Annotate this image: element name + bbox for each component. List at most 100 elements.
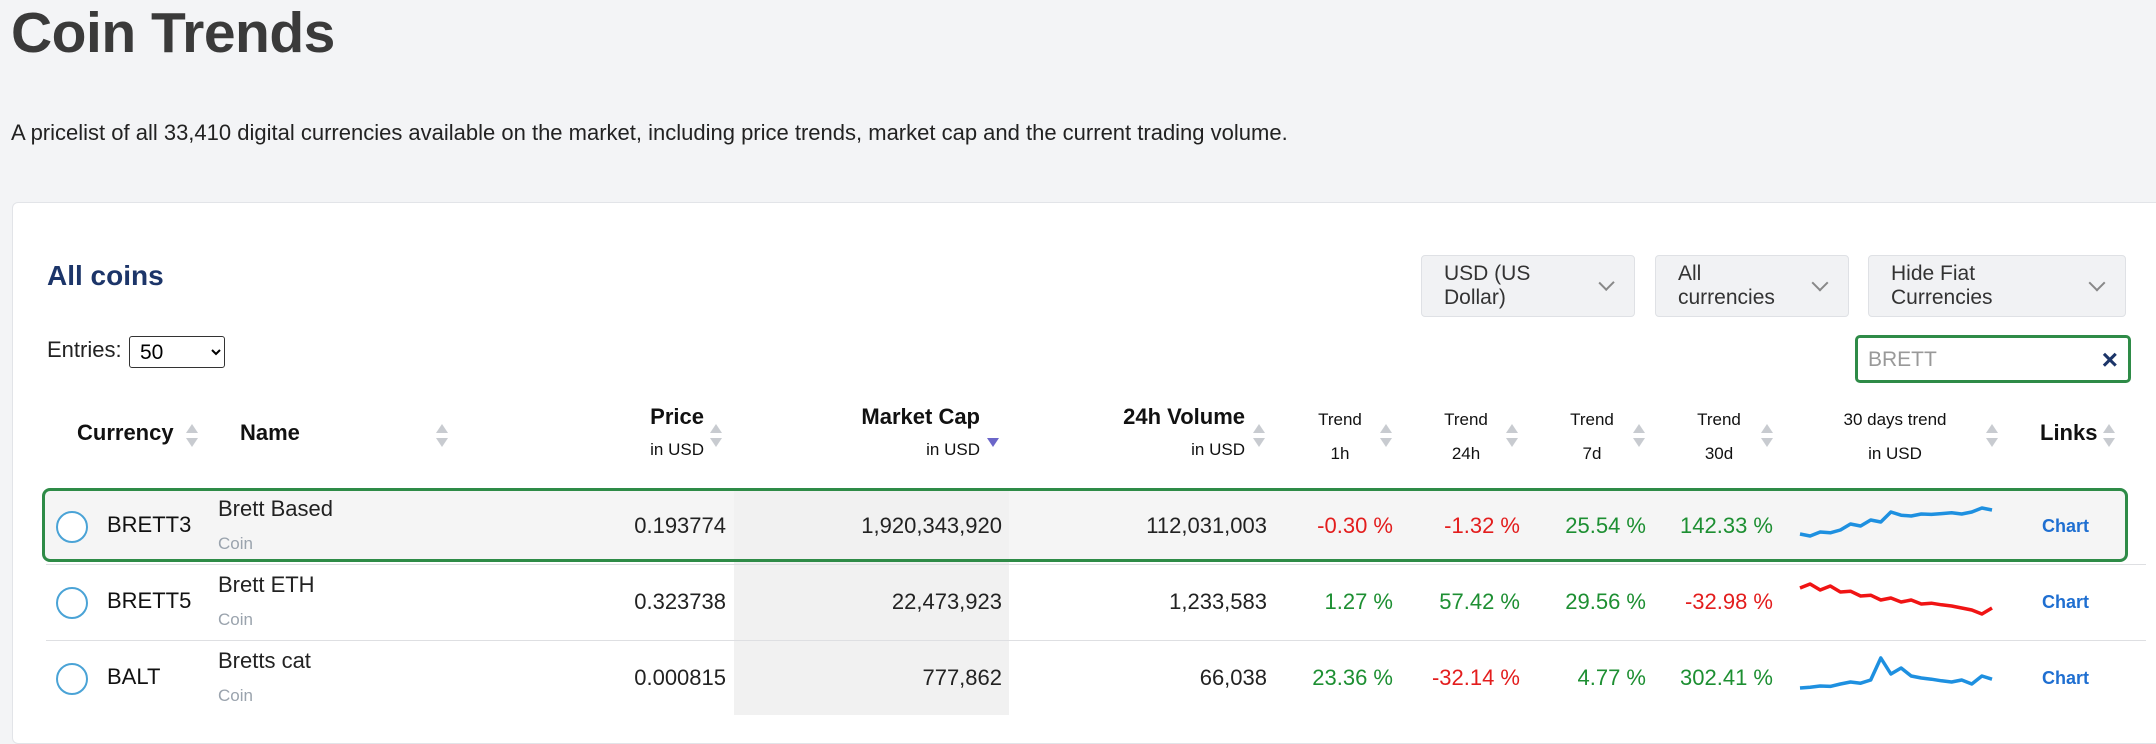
price-value: 0.193774 (634, 513, 726, 538)
chart-link[interactable]: Chart (2042, 516, 2090, 536)
col-price-sub: in USD (650, 440, 704, 459)
page-title: Coin Trends (11, 1, 335, 65)
col-market-cap-sub: in USD (926, 440, 980, 459)
sort-icon[interactable] (2103, 438, 2115, 447)
sort-icon[interactable] (1253, 438, 1265, 447)
col-trend-label: Trend (1444, 410, 1488, 429)
sparkline-line (1799, 582, 1993, 616)
col-trend-24h[interactable]: Trend 24h (1426, 410, 1506, 464)
search-input[interactable] (1866, 344, 2080, 376)
coin-name[interactable]: Brett Based (218, 496, 333, 521)
trend-1h-value: 23.36 % (1312, 665, 1393, 690)
sort-icon[interactable] (186, 438, 198, 447)
col-volume-sub: in USD (1191, 440, 1245, 459)
sparkline-chart (1799, 506, 1993, 538)
col-trend-30d[interactable]: Trend 30d (1679, 410, 1759, 464)
market-cap-value: 1,920,343,920 (861, 513, 1002, 538)
table-row[interactable]: BRETT3 Brett Based Coin 0.193774 1,920,343,9… (0, 488, 2156, 564)
col-trend-1h[interactable]: Trend 1h (1300, 410, 1380, 464)
col-market-cap-label: Market Cap (861, 404, 980, 429)
col-volume[interactable]: 24h Volume in USD (1080, 404, 1245, 460)
sort-icon[interactable] (186, 424, 198, 433)
chart-link[interactable]: Chart (2042, 592, 2090, 612)
entries-label: Entries: (47, 337, 122, 362)
sort-icon[interactable] (1761, 438, 1773, 447)
col-trend-label: Trend (1318, 410, 1362, 429)
col-links: Links (2040, 420, 2097, 446)
chevron-down-icon (2088, 274, 2106, 292)
trend-30d-value: 142.33 % (1680, 513, 1773, 538)
sort-icon[interactable] (1506, 424, 1518, 433)
row-divider (46, 640, 2146, 641)
table-row[interactable]: BRETT5 Brett ETH Coin 0.323738 22,473,923 1,2… (0, 564, 2156, 640)
radio-icon[interactable] (56, 663, 88, 695)
currency-dropdown[interactable]: USD (US Dollar) (1421, 255, 1635, 317)
col-name-label: Name (240, 420, 300, 445)
col-trend-7d-sub: 7d (1582, 444, 1602, 463)
table-row[interactable]: BALT Bretts cat Coin 0.000815 777,862 66,038 2… (0, 640, 2156, 716)
sort-icon[interactable] (1761, 424, 1773, 433)
col-trend-30d-sub: 30d (1704, 444, 1734, 463)
fiat-dropdown[interactable]: Hide Fiat Currencies (1868, 255, 2126, 317)
coin-type: Coin (218, 534, 253, 553)
trend-7d-value: 29.56 % (1565, 589, 1646, 614)
volume-value: 66,038 (1199, 665, 1267, 690)
sort-icon[interactable] (1253, 424, 1265, 433)
sparkline-chart (1799, 582, 1993, 616)
trend-7d-value: 4.77 % (1577, 665, 1647, 690)
trend-1h-value: 1.27 % (1324, 589, 1394, 614)
radio-icon[interactable] (56, 587, 88, 619)
sparkline-line (1799, 656, 1993, 690)
page-description: A pricelist of all 33,410 digital curren… (11, 120, 1288, 145)
trend-1h-value: -0.30 % (1317, 513, 1393, 538)
sort-icon[interactable] (1633, 424, 1645, 433)
market-cap-column-bg (734, 491, 1009, 559)
col-trend-1h-sub: 1h (1330, 444, 1350, 463)
volume-value: 1,233,583 (1169, 589, 1267, 614)
col-trend-7d[interactable]: Trend 7d (1552, 410, 1632, 464)
price-value: 0.000815 (634, 665, 726, 690)
col-market-cap[interactable]: Market Cap in USD (820, 404, 980, 460)
trend-30d-value: 302.41 % (1680, 665, 1773, 690)
col-price[interactable]: Price in USD (600, 404, 704, 460)
sort-icon[interactable] (710, 438, 722, 447)
search-box: × (1855, 335, 2131, 383)
sort-icon[interactable] (1633, 438, 1645, 447)
trend-24h-value: 57.42 % (1439, 589, 1520, 614)
filter-dropdown-label: All currencies (1678, 262, 1775, 309)
sort-icon[interactable] (1986, 438, 1998, 447)
chevron-down-icon (1811, 274, 1829, 292)
col-trend-label: Trend (1697, 410, 1741, 429)
chart-link[interactable]: Chart (2042, 668, 2090, 688)
sort-icon[interactable] (1506, 438, 1518, 447)
trend-24h-value: -32.14 % (1431, 665, 1520, 690)
col-30day-trend[interactable]: 30 days trend in USD (1810, 410, 1980, 464)
radio-icon[interactable] (56, 511, 88, 543)
sort-icon[interactable] (436, 424, 448, 433)
sparkline-chart (1799, 656, 1993, 690)
sort-icon[interactable] (1380, 438, 1392, 447)
close-icon[interactable]: × (2101, 344, 2118, 375)
currency-dropdown-label: USD (US Dollar) (1444, 262, 1531, 309)
col-currency-label: Currency (77, 420, 174, 445)
sort-icon[interactable] (1986, 424, 1998, 433)
sort-icon[interactable] (987, 438, 999, 447)
col-trend-24h-sub: 24h (1451, 444, 1481, 463)
coin-type: Coin (218, 610, 253, 629)
entries-select[interactable]: 50 (129, 336, 225, 368)
coin-name[interactable]: Brett ETH (218, 572, 315, 597)
currency-symbol: BRETT5 (107, 588, 192, 613)
filter-dropdown[interactable]: All currencies (1655, 255, 1849, 317)
sort-icon[interactable] (436, 438, 448, 447)
coin-name[interactable]: Bretts cat (218, 648, 311, 673)
col-name[interactable]: Name (240, 420, 300, 446)
col-links-label: Links (2040, 420, 2098, 445)
trend-24h-value: -1.32 % (1444, 513, 1520, 538)
sort-icon[interactable] (710, 424, 722, 433)
col-currency[interactable]: Currency (77, 420, 174, 446)
col-price-label: Price (650, 404, 704, 429)
trend-30d-value: -32.98 % (1684, 589, 1773, 614)
sort-icon[interactable] (1380, 424, 1392, 433)
price-value: 0.323738 (634, 589, 726, 614)
sort-icon[interactable] (2103, 424, 2115, 433)
